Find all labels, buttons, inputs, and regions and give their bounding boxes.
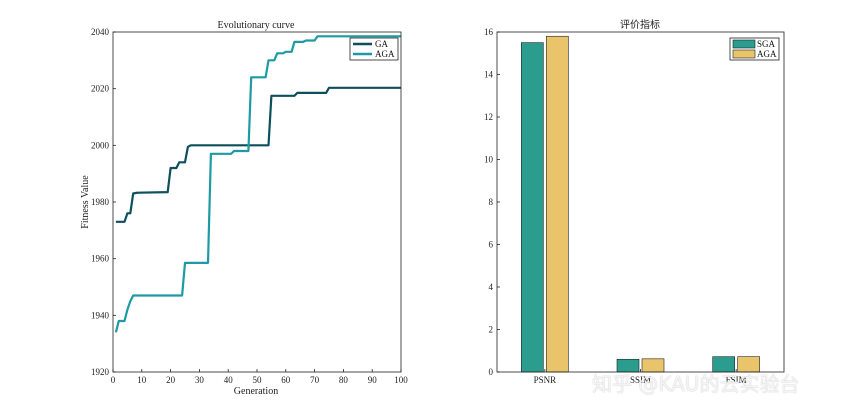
chart1-legend: GA AGA	[349, 37, 399, 61]
legend-ga-label: GA	[375, 39, 388, 49]
legend-aga2-swatch	[732, 49, 756, 59]
x-tick-label: 40	[224, 375, 234, 385]
x-tick-label: PSNR	[534, 375, 557, 385]
legend-sga-swatch	[732, 39, 756, 49]
x-tick-label: 30	[195, 375, 205, 385]
y-tick-label: 2020	[91, 84, 110, 94]
evaluation-metrics-chart: 评价指标 0 2 4 6 8 10 12 14 16 PSNR SSIM FSIM SGA AGA	[484, 18, 785, 385]
chart1-title: Evolutionary curve	[218, 20, 295, 31]
x-tick-label: 70	[310, 375, 320, 385]
y-tick-label: 1920	[91, 367, 110, 377]
x-tick-label: 60	[281, 375, 291, 385]
y-tick-label: 2040	[91, 27, 110, 37]
watermark: 知乎 @KAU的云实验台	[592, 372, 800, 396]
x-tick-label: 20	[166, 375, 176, 385]
evolutionary-curve-chart: Evolutionary curve Generation Fitness Va…	[80, 20, 408, 397]
chart1-xlabel: Generation	[234, 386, 278, 397]
y-tick-label: 1980	[91, 197, 110, 207]
y-tick-label: 14	[484, 70, 494, 80]
y-tick-label: 4	[489, 282, 494, 292]
y-tick-label: 1940	[91, 310, 110, 320]
x-tick-label: 10	[137, 375, 147, 385]
x-tick-label: 80	[339, 375, 349, 385]
y-tick-label: 2	[489, 325, 494, 335]
x-tick-label: 0	[111, 375, 116, 385]
legend-aga2-label: AGA	[757, 49, 777, 59]
chart2-title: 评价指标	[620, 18, 660, 31]
series-line-ga	[115, 86, 401, 223]
x-tick-label: 50	[253, 375, 263, 385]
y-tick-label: 2000	[91, 140, 110, 150]
series-line-aga	[114, 35, 401, 333]
legend-aga-label: AGA	[375, 49, 395, 59]
y-tick-label: 10	[484, 155, 494, 165]
x-tick-label: SSIM	[630, 375, 651, 385]
y-tick-label: 12	[484, 112, 493, 122]
y-tick-label: 8	[489, 197, 494, 207]
y-tick-label: 1960	[91, 254, 110, 264]
x-tick-label: 100	[394, 375, 408, 385]
x-tick-label: 90	[368, 375, 378, 385]
bar-aga-psnr	[546, 35, 569, 373]
chart2-legend: SGA AGA	[729, 37, 780, 61]
legend-sga-label: SGA	[757, 39, 776, 49]
y-tick-label: 0	[489, 367, 494, 377]
y-tick-label: 6	[489, 240, 494, 250]
bar-sga-psnr	[521, 42, 544, 373]
chart1-ylabel: Fitness Value	[80, 175, 91, 229]
chart1-axes-box	[112, 31, 402, 373]
y-tick-label: 16	[484, 27, 494, 37]
x-tick-label: FSIM	[726, 375, 747, 385]
